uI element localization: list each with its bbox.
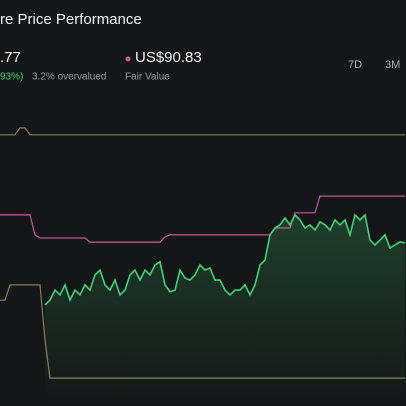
change: 93%)	[0, 72, 23, 83]
valuation: 3.2% overvalued	[32, 72, 107, 83]
plot	[0, 127, 406, 406]
series-line	[0, 195, 405, 243]
series-line	[0, 127, 405, 136]
price: .77	[0, 49, 21, 66]
price-area	[45, 214, 405, 406]
title: re Price Performance	[0, 11, 142, 28]
legend-dot	[125, 56, 131, 62]
period[interactable]: 3M	[385, 59, 400, 71]
period[interactable]: 7D	[348, 59, 362, 71]
fair-value: US$90.83	[135, 49, 202, 66]
fair-value-label: Fair Value	[125, 72, 170, 83]
series-line	[44, 213, 406, 306]
